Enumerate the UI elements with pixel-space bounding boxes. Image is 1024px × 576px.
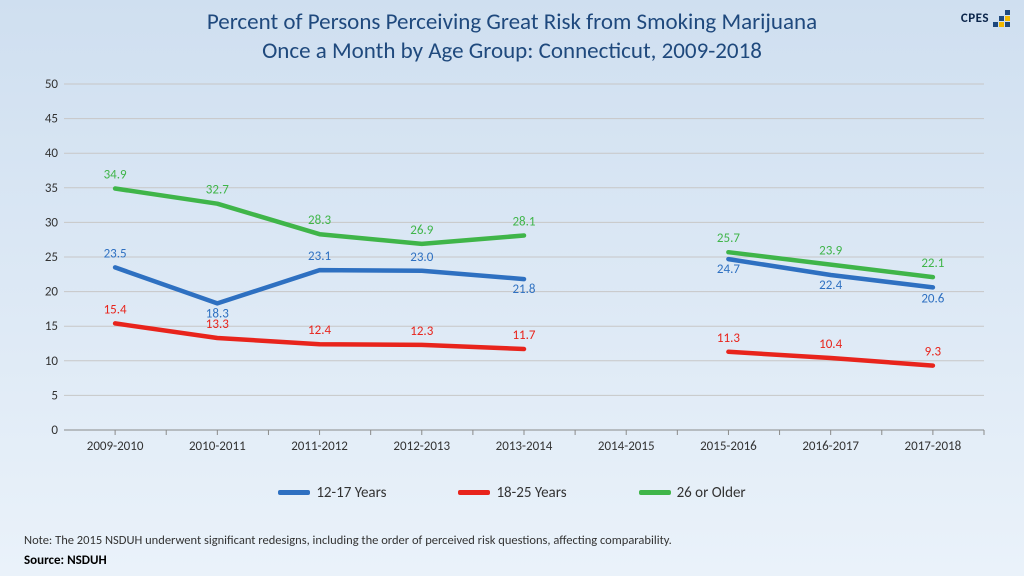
chart-title: Percent of Persons Perceiving Great Risk… [0, 0, 1024, 66]
data-label: 34.9 [104, 167, 127, 182]
legend-item: 26 or Older [639, 484, 746, 502]
data-label: 23.5 [104, 246, 127, 261]
svg-text:45: 45 [45, 112, 58, 127]
svg-text:15: 15 [45, 319, 58, 334]
data-label: 12.3 [410, 324, 433, 339]
svg-text:2012-2013: 2012-2013 [393, 439, 450, 454]
line-chart: 0 5 10 15 20 25 30 35 40 45 50 2009-2010 2010-2011 20… [34, 78, 990, 458]
data-label: 20.6 [921, 291, 944, 306]
legend-swatch [278, 490, 310, 495]
data-label: 10.4 [819, 337, 842, 352]
data-label: 22.1 [921, 256, 944, 271]
data-label: 32.7 [206, 183, 229, 198]
svg-text:35: 35 [45, 181, 58, 196]
svg-text:2015-2016: 2015-2016 [700, 439, 757, 454]
logo-text: CPES [961, 11, 989, 26]
data-label: 28.1 [512, 215, 535, 230]
chart-legend: 12-17 Years 18-25 Years 26 or Older [0, 482, 1024, 502]
data-label: 23.1 [308, 249, 331, 264]
data-label: 22.4 [819, 278, 842, 293]
legend-label: 12-17 Years [316, 484, 386, 502]
svg-text:10: 10 [45, 354, 59, 369]
data-label: 26.9 [410, 223, 433, 238]
data-label: 11.3 [717, 331, 740, 346]
legend-swatch [639, 490, 671, 495]
svg-text:2013-2014: 2013-2014 [496, 439, 553, 454]
svg-text:5: 5 [51, 388, 58, 403]
legend-item: 12-17 Years [278, 484, 386, 502]
footnote: Note: The 2015 NSDUH underwent significa… [24, 533, 672, 548]
data-label: 13.3 [206, 317, 229, 332]
svg-text:30: 30 [45, 215, 59, 230]
svg-text:25: 25 [45, 250, 58, 265]
data-label: 11.7 [512, 328, 535, 343]
svg-text:2016-2017: 2016-2017 [802, 439, 859, 454]
svg-text:2011-2012: 2011-2012 [291, 439, 348, 454]
svg-text:2009-2010: 2009-2010 [87, 439, 144, 454]
data-label: 25.7 [717, 231, 740, 246]
data-label: 28.3 [308, 213, 331, 228]
legend-label: 18-25 Years [496, 484, 566, 502]
source-label: Source: [24, 553, 64, 568]
source-value: NSDUH [67, 553, 107, 568]
svg-text:2010-2011: 2010-2011 [189, 439, 246, 454]
data-label: 21.8 [512, 282, 535, 297]
title-line-1: Percent of Persons Perceiving Great Risk… [207, 8, 817, 36]
svg-text:0: 0 [51, 423, 58, 438]
legend-item: 18-25 Years [458, 484, 566, 502]
cpes-logo: CPES [961, 10, 1010, 27]
svg-text:40: 40 [45, 146, 59, 161]
svg-text:2014-2015: 2014-2015 [598, 439, 655, 454]
svg-text:50: 50 [45, 77, 59, 92]
data-label: 23.9 [819, 244, 842, 259]
data-label: 12.4 [308, 323, 331, 338]
logo-icon [993, 10, 1010, 27]
data-label: 23.0 [410, 250, 433, 265]
svg-text:2017-2018: 2017-2018 [905, 439, 962, 454]
source-line: Source: NSDUH [24, 553, 107, 568]
series-line [115, 189, 933, 278]
legend-label: 26 or Older [677, 484, 746, 502]
legend-swatch [458, 490, 490, 495]
data-label: 24.7 [717, 262, 740, 277]
data-label: 15.4 [104, 302, 127, 317]
data-label: 9.3 [925, 345, 942, 360]
svg-text:20: 20 [45, 285, 59, 300]
title-line-2: Once a Month by Age Group: Connecticut, … [262, 37, 762, 65]
